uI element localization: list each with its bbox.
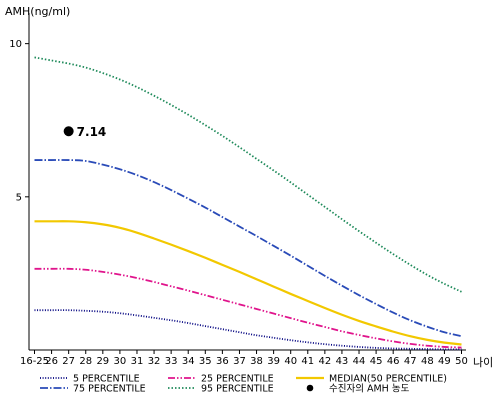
series-line — [34, 159, 462, 338]
series-line — [34, 267, 462, 349]
x-tick-label: 27 — [62, 356, 75, 367]
x-tick-label: 46 — [387, 356, 400, 367]
legend-label: 25 PERCENTILE — [201, 374, 274, 385]
y-axis-title: AMH(ng/ml) — [5, 5, 70, 18]
x-tick-label: 40 — [284, 356, 297, 367]
series-line — [34, 56, 462, 293]
patient-marker-label: 7.14 — [77, 125, 107, 139]
x-tick-label: 41 — [301, 356, 314, 367]
legend-label: 5 PERCENTILE — [73, 374, 140, 385]
x-tick-label: 34 — [182, 356, 195, 367]
x-tick-label: 37 — [233, 356, 246, 367]
x-tick-label: 28 — [79, 356, 92, 367]
x-tick-label: 47 — [404, 356, 417, 367]
patient-marker-point — [63, 126, 74, 137]
x-axis-title: 나이 — [473, 356, 493, 369]
x-tick-label: 26 — [45, 356, 58, 367]
legend-label: 95 PERCENTILE — [201, 384, 274, 395]
x-tick-label: 36 — [216, 356, 229, 367]
marker-points: 7.14 — [63, 125, 107, 139]
x-tick-label: 45 — [370, 356, 383, 367]
x-tick-label: 48 — [421, 356, 434, 367]
legend-label: 수진자의 AMH 농도 — [329, 384, 410, 395]
legend-label: 75 PERCENTILE — [73, 384, 146, 395]
x-tick-label: 30 — [114, 356, 127, 367]
y-tick-label: 10 — [9, 39, 22, 50]
x-tick-label: 32 — [148, 356, 161, 367]
x-tick-label: 16-25 — [20, 356, 49, 367]
x-tick-label: 43 — [336, 356, 349, 367]
x-tick-label: 39 — [267, 356, 280, 367]
x-tick-label: 49 — [438, 356, 451, 367]
y-tick-label: 5 — [16, 192, 22, 203]
x-tick-label: 29 — [96, 356, 109, 367]
y-ticks: 5 10 — [9, 39, 29, 203]
x-tick-label: 38 — [250, 356, 263, 367]
series-line — [34, 309, 462, 351]
x-tick-label: 44 — [353, 356, 366, 367]
legend: 5 PERCENTILE 25 PERCENTILE MEDIAN(50 PERCE… — [40, 374, 447, 395]
x-tick-label: 50 — [455, 356, 468, 367]
series-lines — [34, 56, 462, 351]
x-tick-label: 31 — [131, 356, 144, 367]
x-tick-label: 33 — [165, 356, 178, 367]
x-tick-label: 42 — [318, 356, 331, 367]
legend-swatch — [306, 384, 314, 392]
series-line — [34, 220, 462, 346]
x-tick-label: 35 — [199, 356, 212, 367]
legend-label: MEDIAN(50 PERCENTILE) — [329, 374, 447, 385]
